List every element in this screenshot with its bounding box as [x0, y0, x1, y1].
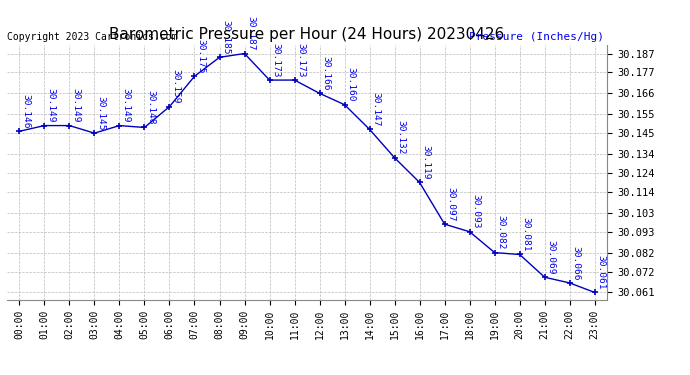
Text: 30.097: 30.097	[446, 187, 455, 221]
Point	[39, 123, 50, 129]
Point	[389, 155, 400, 161]
Point	[514, 252, 525, 258]
Point	[239, 51, 250, 57]
Point	[14, 128, 25, 134]
Text: 30.061: 30.061	[597, 255, 606, 290]
Text: 30.148: 30.148	[146, 90, 155, 124]
Text: 30.187: 30.187	[246, 16, 255, 51]
Point	[89, 130, 100, 136]
Text: 30.149: 30.149	[121, 88, 130, 123]
Point	[214, 54, 225, 60]
Point	[439, 221, 450, 227]
Text: Pressure (Inches/Hg): Pressure (Inches/Hg)	[469, 33, 604, 42]
Point	[339, 102, 350, 108]
Title: Barometric Pressure per Hour (24 Hours) 20230426: Barometric Pressure per Hour (24 Hours) …	[110, 27, 504, 42]
Point	[539, 274, 550, 280]
Point	[589, 290, 600, 296]
Text: 30.159: 30.159	[172, 69, 181, 104]
Text: 30.066: 30.066	[572, 246, 581, 280]
Text: 30.147: 30.147	[372, 92, 381, 126]
Point	[114, 123, 125, 129]
Text: 30.082: 30.082	[497, 215, 506, 250]
Point	[139, 124, 150, 130]
Text: 30.166: 30.166	[322, 56, 331, 90]
Text: 30.173: 30.173	[297, 43, 306, 77]
Point	[64, 123, 75, 129]
Point	[364, 126, 375, 132]
Text: 30.119: 30.119	[422, 145, 431, 180]
Point	[464, 229, 475, 235]
Text: 30.173: 30.173	[272, 43, 281, 77]
Text: 30.175: 30.175	[197, 39, 206, 74]
Point	[414, 180, 425, 186]
Point	[489, 250, 500, 256]
Text: 30.149: 30.149	[46, 88, 55, 123]
Point	[189, 73, 200, 79]
Point	[564, 280, 575, 286]
Point	[164, 104, 175, 110]
Point	[264, 77, 275, 83]
Point	[314, 90, 325, 96]
Text: 30.069: 30.069	[546, 240, 555, 274]
Text: 30.145: 30.145	[97, 96, 106, 130]
Text: 30.132: 30.132	[397, 120, 406, 155]
Text: 30.185: 30.185	[221, 20, 230, 54]
Text: 30.160: 30.160	[346, 68, 355, 102]
Text: 30.081: 30.081	[522, 217, 531, 252]
Text: 30.093: 30.093	[472, 194, 481, 229]
Text: 30.146: 30.146	[21, 94, 30, 128]
Point	[289, 77, 300, 83]
Text: Copyright 2023 Cartronics.com: Copyright 2023 Cartronics.com	[7, 33, 177, 42]
Text: 30.149: 30.149	[72, 88, 81, 123]
